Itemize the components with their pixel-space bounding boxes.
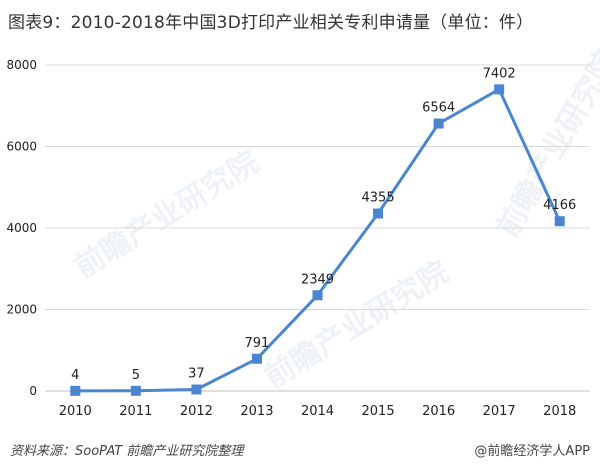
data-point-2010: [70, 385, 81, 396]
series-line: [75, 87, 562, 393]
data-point-2011: [130, 385, 141, 396]
data-point-2017: [494, 84, 505, 95]
data-label-2017: 7402: [483, 66, 516, 81]
data-point-2018: [554, 216, 565, 227]
data-label-2013: 791: [245, 336, 270, 351]
x-tick-label-2013: 2013: [240, 404, 273, 419]
x-tick-label-2010: 2010: [59, 404, 92, 419]
y-tick-label-4000: 4000: [6, 221, 37, 235]
chart-title: 图表9：2010-2018年中国3D打印产业相关专利申请量（单位：件）: [8, 13, 534, 33]
data-label-2010: 4: [71, 368, 79, 383]
y-tick-label-6000: 6000: [6, 140, 37, 154]
data-label-2018: 4166: [543, 198, 576, 213]
x-tick-label-2011: 2011: [119, 404, 152, 419]
x-tick-label-2015: 2015: [362, 404, 395, 419]
x-tick-label-2017: 2017: [483, 404, 516, 419]
data-label-2014: 2349: [301, 272, 334, 287]
brand-note: @前瞻经济学人APP: [474, 444, 590, 459]
data-label-2012: 37: [188, 366, 205, 381]
data-label-2011: 5: [132, 368, 140, 383]
data-label-2016: 6564: [422, 101, 455, 116]
data-point-2015: [373, 208, 384, 219]
data-point-2013: [251, 353, 262, 364]
data-point-2016: [433, 118, 444, 129]
x-tick-label-2016: 2016: [422, 404, 455, 419]
x-tick-label-2018: 2018: [543, 404, 576, 419]
x-tick-label-2012: 2012: [180, 404, 213, 419]
y-tick-label-2000: 2000: [6, 303, 37, 317]
y-tick-label-8000: 8000: [6, 58, 37, 72]
data-label-2015: 4355: [362, 191, 395, 206]
data-point-2012: [191, 384, 202, 395]
x-tick-label-2014: 2014: [301, 404, 334, 419]
y-tick-label-0: 0: [29, 384, 37, 398]
source-note: 资料来源：SooPAT 前瞻产业研究院整理: [10, 444, 244, 459]
data-point-2014: [312, 290, 323, 301]
